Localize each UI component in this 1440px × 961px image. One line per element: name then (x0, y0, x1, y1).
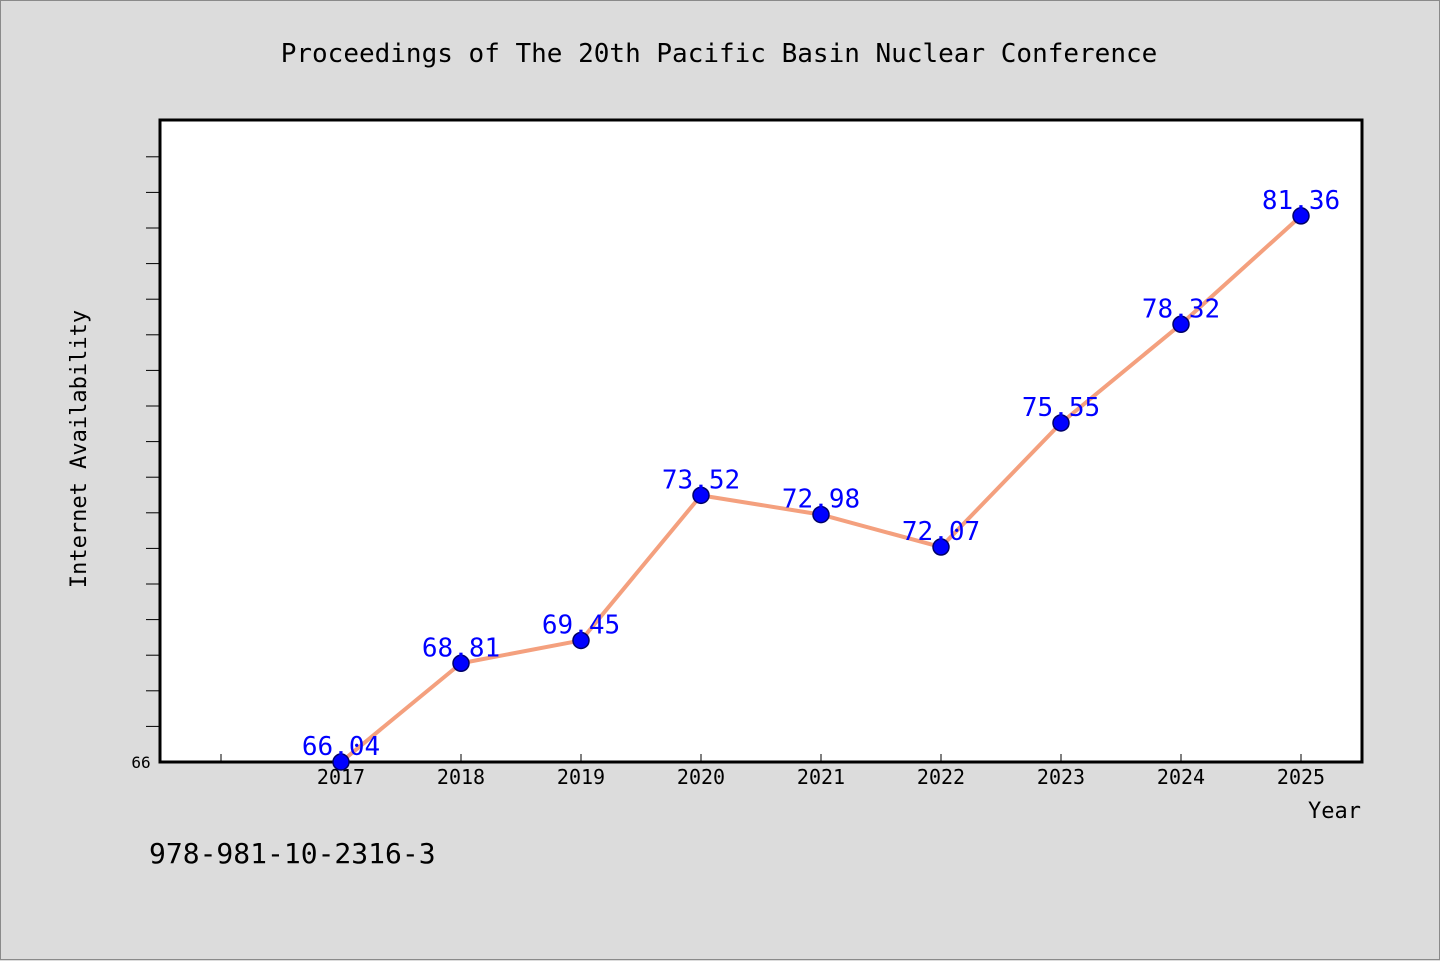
x-tick-label-2021: 2021 (797, 765, 845, 789)
x-tick-label-2024: 2024 (1157, 765, 1205, 789)
data-point-2025 (1292, 207, 1310, 225)
chart-title: Proceedings of The 20th Pacific Basin Nu… (281, 39, 1158, 69)
data-point-2022 (932, 538, 950, 556)
y-axis-ticks: 66 (131, 156, 160, 772)
data-point-2021 (812, 505, 830, 524)
x-axis-ticks: 2017 2018 2019 2020 2021 2022 2023 2024 2025 (220, 754, 1325, 789)
data-point-2023 (1052, 414, 1070, 432)
isbn-text: 978-981-10-2316-3 (149, 837, 436, 870)
series-layer: 66.04 68.81 69.45 73.52 72.98 72.07 75.55 78.32… (302, 186, 1340, 771)
y-tick-label: 66 (131, 753, 150, 772)
y-axis-label: Internet Availability (67, 310, 92, 588)
data-label-2018: 68.81 (422, 633, 500, 663)
x-tick-label-2019: 2019 (557, 765, 605, 789)
x-tick-label-2023: 2023 (1037, 765, 1085, 789)
data-label-2024: 78.32 (1142, 294, 1220, 324)
x-tick-label-2020: 2020 (677, 765, 725, 789)
data-label-2019: 69.45 (542, 610, 620, 640)
data-point-2020 (692, 486, 710, 505)
plot-area (158, 118, 1364, 764)
data-point-2018 (452, 654, 470, 673)
data-label-2020: 73.52 (662, 465, 740, 495)
data-label-2021: 72.98 (782, 485, 860, 515)
data-label-2023: 75.55 (1022, 393, 1100, 423)
data-point-2017 (332, 753, 350, 771)
data-label-2017: 66.04 (302, 732, 380, 762)
x-axis-label: Year (1308, 799, 1361, 824)
data-point-2024 (1172, 315, 1190, 334)
x-tick-label-2022: 2022 (917, 765, 965, 789)
x-tick-label-2018: 2018 (437, 765, 485, 789)
data-label-2025: 81.36 (1262, 186, 1340, 216)
data-point-2019 (572, 631, 590, 650)
x-tick-label-2025: 2025 (1277, 765, 1325, 789)
data-label-2022: 72.07 (902, 517, 980, 547)
